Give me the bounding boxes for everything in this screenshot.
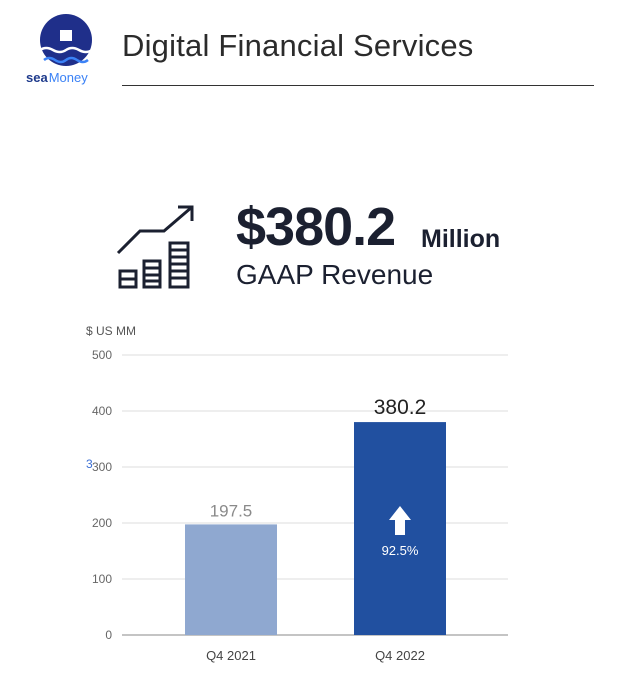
seamoney-logo bbox=[39, 14, 93, 66]
title-divider bbox=[122, 85, 594, 86]
y-axis-label: $ US MM bbox=[86, 324, 136, 338]
y-tick-label: 400 bbox=[92, 404, 112, 418]
y-tick-label: 200 bbox=[92, 516, 112, 530]
stray-mark: 3 bbox=[86, 457, 93, 471]
y-tick-label: 500 bbox=[92, 348, 112, 362]
page-title: Digital Financial Services bbox=[122, 28, 474, 63]
growth-bar-chart-icon bbox=[116, 205, 194, 289]
kpi-unit: Million bbox=[421, 225, 501, 253]
bar-q4-2021 bbox=[185, 524, 277, 635]
bar-value-label: 197.5 bbox=[210, 501, 253, 520]
kpi-value: $380.2 bbox=[236, 197, 396, 257]
y-tick-label: 100 bbox=[92, 572, 112, 586]
x-tick-label: Q4 2021 bbox=[206, 648, 256, 663]
y-tick-label: 0 bbox=[105, 628, 112, 642]
x-tick-label: Q4 2022 bbox=[375, 648, 425, 663]
logo-wordmark: seaMoney bbox=[26, 70, 88, 85]
up-arrow-icon bbox=[389, 506, 411, 535]
bar-value-label: 380.2 bbox=[374, 396, 427, 419]
y-tick-label: 300 bbox=[92, 460, 112, 474]
kpi-caption: GAAP Revenue bbox=[236, 259, 434, 290]
growth-annotation: 92.5% bbox=[382, 543, 419, 558]
revenue-bar-chart: $ US MM 0 100 200 300 400 500 197.5 Q4 2021 380.2… bbox=[86, 324, 508, 663]
